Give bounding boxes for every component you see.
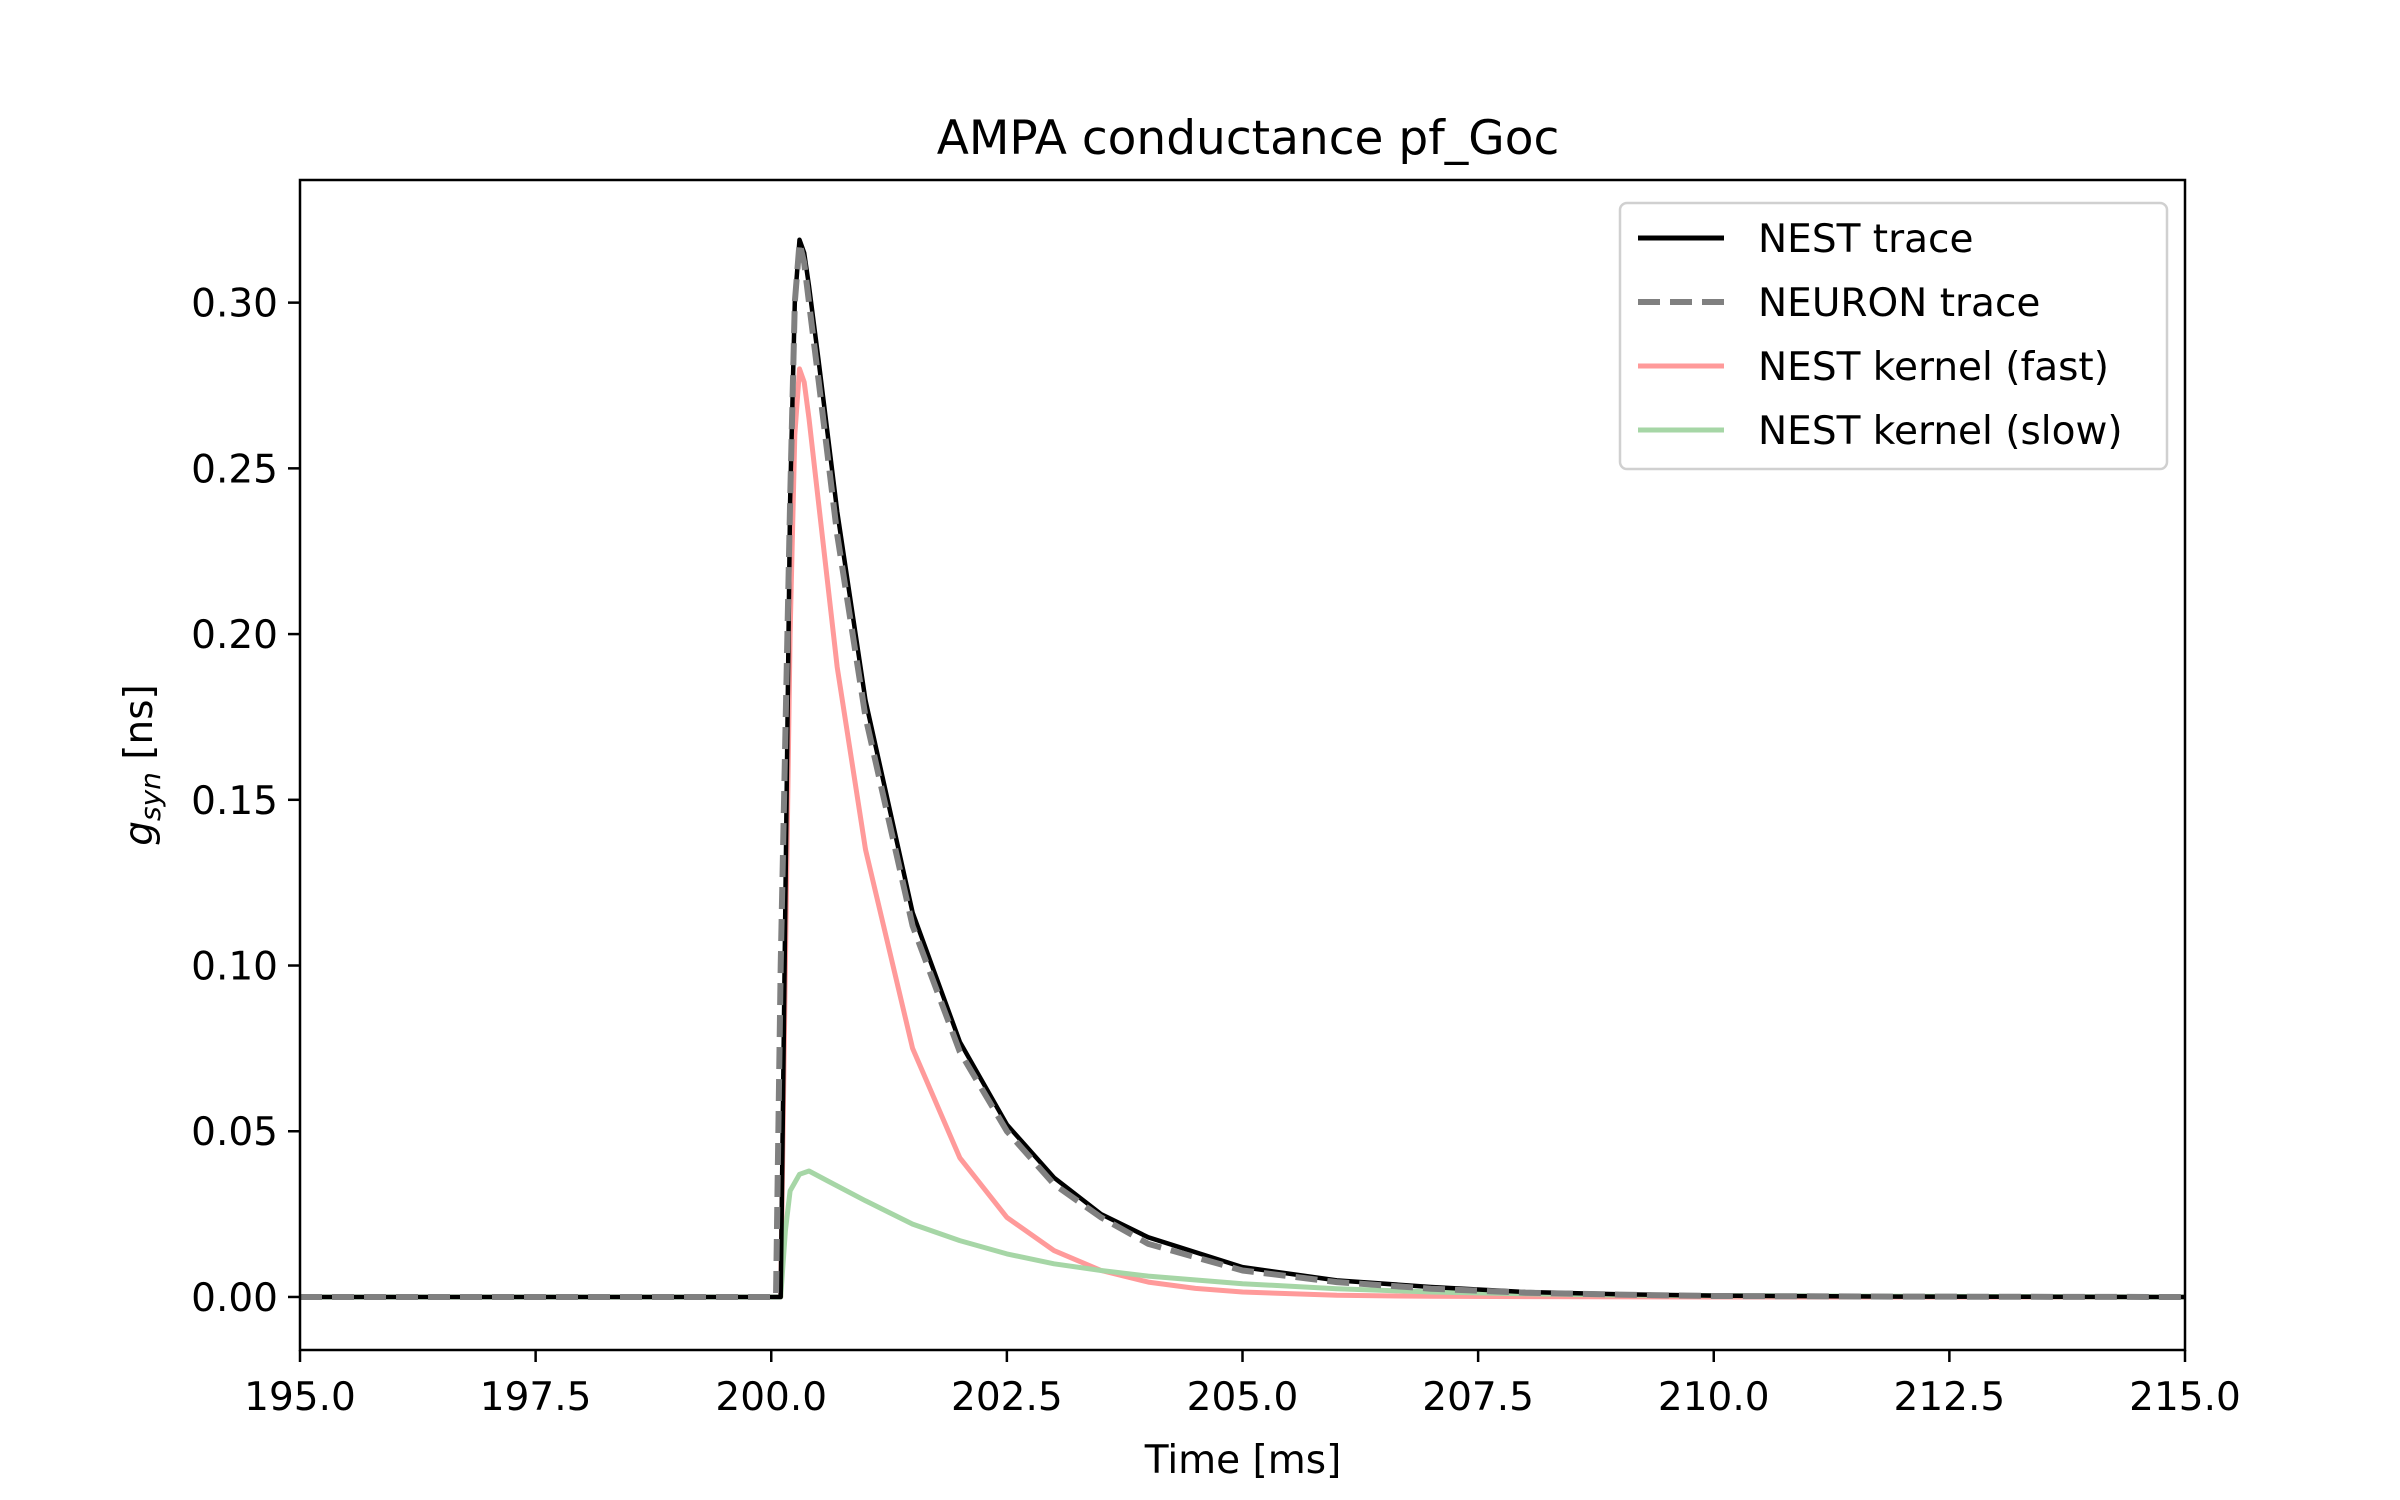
legend: NEST trace NEURON trace NEST kernel (fast)… (1618, 201, 2169, 471)
y-tick-label: 0.05 (191, 1110, 278, 1155)
x-tick-label: 200.0 (715, 1375, 827, 1420)
x-tick-label: 195.0 (244, 1375, 356, 1420)
x-tick-label: 205.0 (1187, 1375, 1299, 1420)
y-tick-label: 0.30 (191, 282, 278, 327)
y-tick-label: 0.00 (191, 1276, 278, 1321)
x-tick-label: 197.5 (480, 1375, 592, 1420)
y-axis-label-main: g (117, 821, 162, 846)
y-axis-label-unit: [ns] (117, 684, 162, 772)
x-axis-label: Time [ms] (1144, 1438, 1342, 1483)
y-tick-label: 0.20 (191, 613, 278, 658)
series-line-neuron-trace (300, 240, 2185, 1300)
legend-box (1618, 201, 2169, 471)
y-tick-label: 0.10 (191, 945, 278, 990)
y-tick-label: 0.25 (191, 447, 278, 492)
legend-label: NEST kernel (fast) (1758, 345, 2109, 390)
legend-entries: NEST trace NEURON trace NEST kernel (fast)… (1638, 217, 2123, 454)
y-axis-label: gsyn [ns] (117, 684, 167, 846)
x-tick-label: 215.0 (2129, 1375, 2241, 1420)
x-axis-ticks: 195.0 197.5 200.0 202.5 205.0 207.5 210.0 212.5… (244, 1350, 2241, 1420)
legend-label: NEURON trace (1758, 281, 2040, 326)
plot-area (300, 237, 2185, 1300)
y-axis-label-sub: syn (134, 772, 167, 821)
y-tick-label: 0.15 (191, 779, 278, 824)
chart-title: AMPA conductance pf_Goc (937, 111, 1560, 166)
y-axis-ticks: 0.00 0.05 0.10 0.15 0.20 0.25 0.30 (191, 282, 300, 1321)
series-line-nest-trace (300, 237, 2185, 1300)
x-tick-label: 202.5 (951, 1375, 1063, 1420)
series-layer (300, 237, 2185, 1300)
x-tick-label: 212.5 (1894, 1375, 2006, 1420)
x-tick-label: 210.0 (1658, 1375, 1770, 1420)
legend-label: NEST trace (1758, 217, 1973, 262)
legend-label: NEST kernel (slow) (1758, 409, 2123, 454)
x-tick-label: 207.5 (1422, 1375, 1534, 1420)
